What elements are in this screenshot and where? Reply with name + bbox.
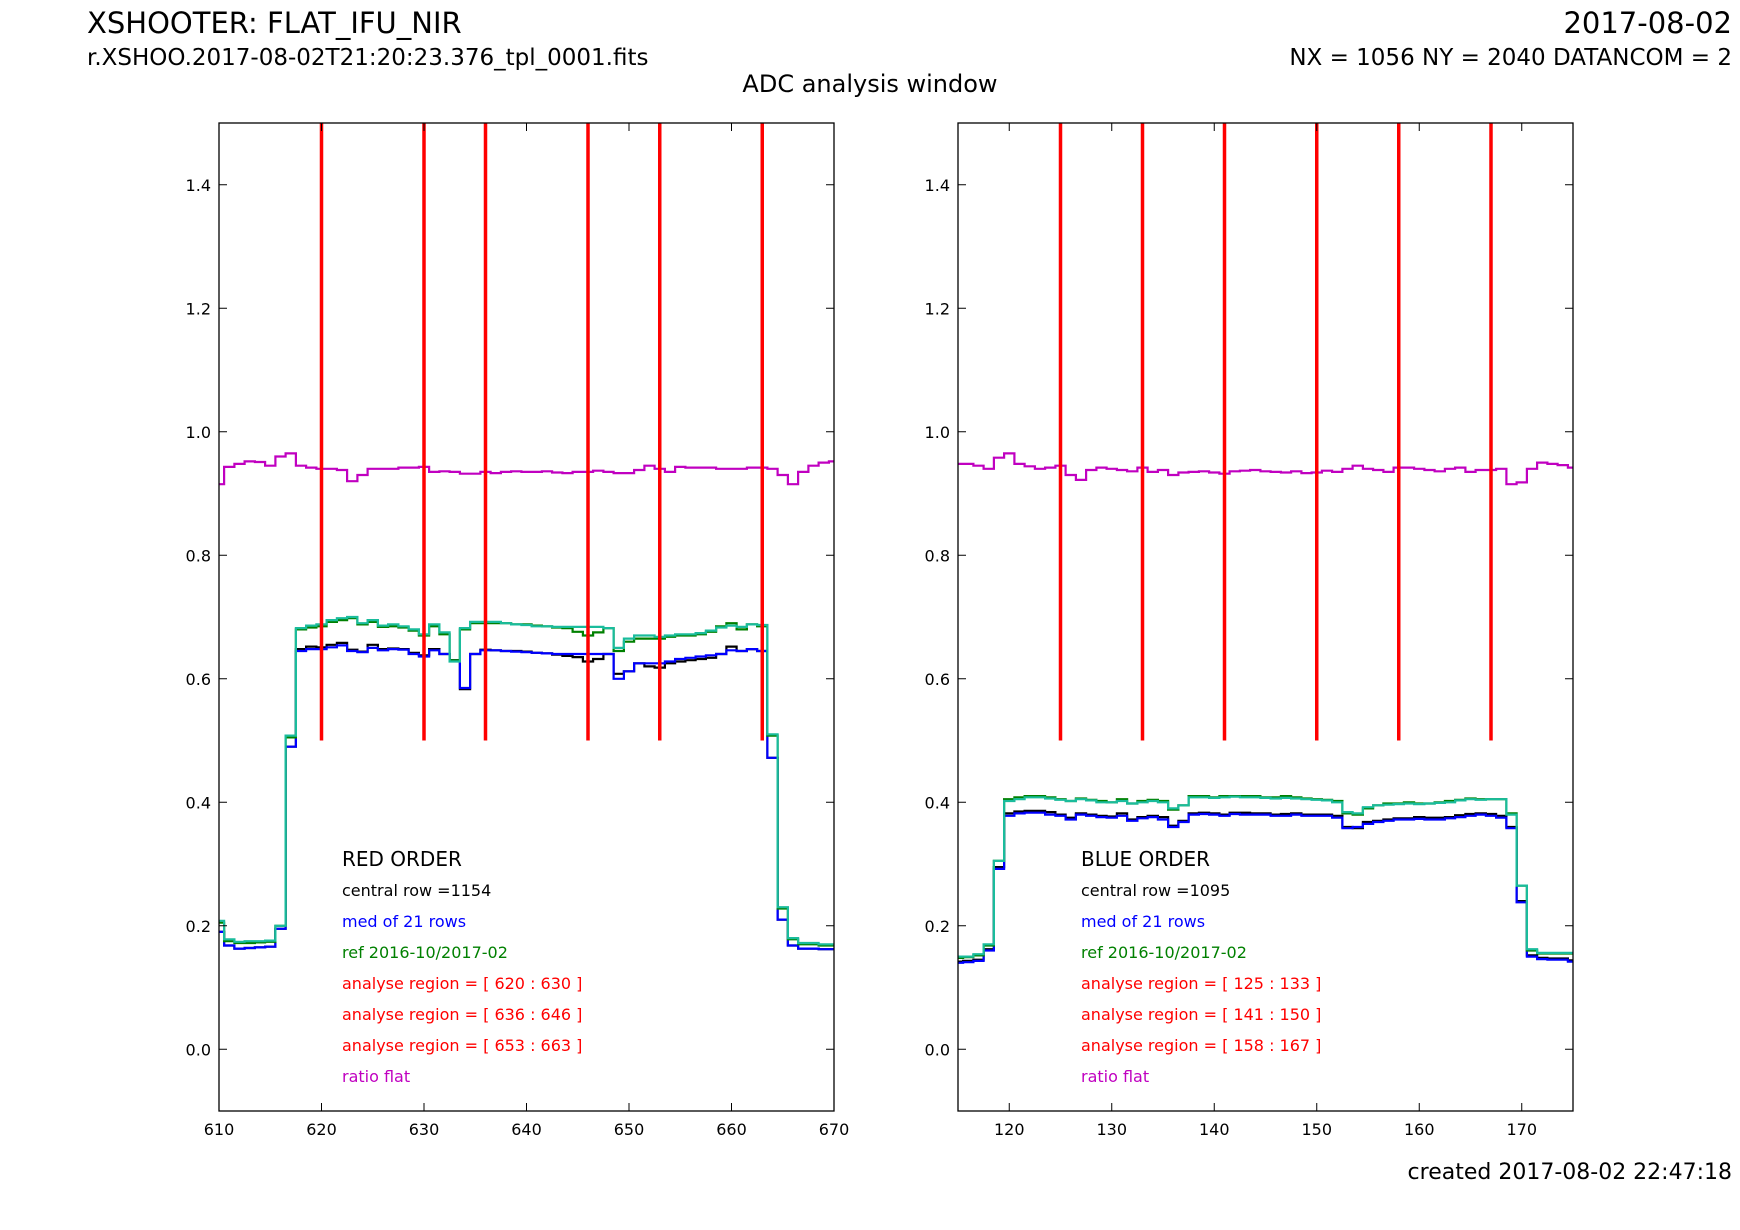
red-order-ytick-label-4: 0.8: [186, 546, 211, 565]
blue-order-xtick-label-2: 140: [1199, 1120, 1230, 1139]
red-order-legend-line-6: ratio flat: [342, 1067, 410, 1086]
red-order-legend-line-5: analyse region = [ 653 : 663 ]: [342, 1036, 582, 1055]
red-order-ytick-label-1: 0.2: [186, 917, 211, 936]
red-order-ytick-label-3: 0.6: [186, 670, 211, 689]
red-order-axes-frame: [218, 122, 835, 1112]
blue-order-series-1: [958, 811, 1573, 964]
blue-order-plot-area: [958, 123, 1573, 964]
blue-order-ytick-label-7: 1.4: [925, 176, 950, 195]
blue-order-xtick-label-3: 150: [1301, 1120, 1332, 1139]
blue-order-panel: 120 130 140 150 160 170 0.0 0.2 0.4 0.6 0.8 1.0 1.2 1…: [925, 122, 1574, 1139]
blue-order-legend-line-3: analyse region = [ 125 : 133 ]: [1081, 974, 1321, 993]
blue-order-ytick-label-2: 0.4: [925, 793, 950, 812]
red-order-xtick-label-6: 670: [819, 1120, 850, 1139]
blue-order-series-3: [958, 795, 1573, 958]
red-order-plot-area: [219, 123, 834, 951]
chart-subtitle: ADC analysis window: [742, 70, 998, 98]
page-title: XSHOOTER: FLAT_IFU_NIR: [87, 6, 462, 40]
red-order-xtick-label-4: 650: [614, 1120, 645, 1139]
red-order-series-2: [219, 617, 834, 947]
blue-order-xtick-label-0: 120: [994, 1120, 1025, 1139]
red-order-ytick-label-7: 1.4: [186, 176, 211, 195]
blue-order-ytick-label-4: 0.8: [925, 546, 950, 565]
blue-order-xtick-label-1: 130: [1096, 1120, 1127, 1139]
red-order-legend-line-2: ref 2016-10/2017-02: [342, 943, 508, 962]
blue-order-ytick-label-3: 0.6: [925, 670, 950, 689]
red-order-series-0: [219, 641, 834, 951]
file-name: r.XSHOO.2017-08-02T21:20:23.376_tpl_0001…: [87, 45, 649, 71]
red-order-xtick-label-3: 640: [511, 1120, 542, 1139]
blue-order-legend-line-4: analyse region = [ 141 : 150 ]: [1081, 1005, 1321, 1024]
blue-order-legend-line-2: ref 2016-10/2017-02: [1081, 943, 1247, 962]
blue-order-series-4: [958, 452, 1573, 486]
blue-order-legend-line-6: ratio flat: [1081, 1067, 1149, 1086]
red-order-panel: 610 620 630 640 650 660 670 0.0 0.2 0.4 0.6 0.8 1.0 1…: [186, 122, 850, 1139]
blue-order-xtick-label-4: 160: [1404, 1120, 1435, 1139]
red-order-series-1: [219, 644, 834, 951]
blue-order-ytick-label-5: 1.0: [925, 423, 950, 442]
blue-order-ytick-label-6: 1.2: [925, 299, 950, 318]
red-order-xtick-label-0: 610: [204, 1120, 235, 1139]
red-order-series-4: [219, 452, 834, 486]
date-label: 2017-08-02: [1563, 6, 1732, 40]
red-order-ytick-label-5: 1.0: [186, 423, 211, 442]
blue-order-series-0: [958, 809, 1573, 963]
red-order-legend-line-3: analyse region = [ 620 : 630 ]: [342, 974, 582, 993]
blue-order-legend-line-5: analyse region = [ 158 : 167 ]: [1081, 1036, 1321, 1055]
blue-order-series-2: [958, 795, 1573, 959]
blue-order-ytick-label-1: 0.2: [925, 917, 950, 936]
blue-order-axes-frame: [957, 122, 1574, 1112]
blue-order-legend-line-1: med of 21 rows: [1081, 912, 1205, 931]
red-order-ytick-label-0: 0.0: [186, 1040, 211, 1059]
dimensions-label: NX = 1056 NY = 2040 DATANCOM = 2: [1289, 45, 1732, 71]
red-order-legend-line-1: med of 21 rows: [342, 912, 466, 931]
red-order-ytick-label-2: 0.4: [186, 793, 211, 812]
red-order-xtick-label-5: 660: [716, 1120, 747, 1139]
blue-order-xtick-label-5: 170: [1506, 1120, 1537, 1139]
red-order-legend-title: RED ORDER: [342, 847, 462, 871]
red-order-xtick-label-2: 630: [409, 1120, 440, 1139]
blue-order-legend-title: BLUE ORDER: [1081, 847, 1210, 871]
red-order-ytick-label-6: 1.2: [186, 299, 211, 318]
red-order-legend-line-4: analyse region = [ 636 : 646 ]: [342, 1005, 582, 1024]
red-order-xtick-label-1: 620: [306, 1120, 337, 1139]
blue-order-legend-line-0: central row =1095: [1081, 881, 1230, 900]
blue-order-ytick-label-0: 0.0: [925, 1040, 950, 1059]
created-timestamp: created 2017-08-02 22:47:18: [1407, 1160, 1732, 1185]
red-order-legend-line-0: central row =1154: [342, 881, 491, 900]
red-order-series-3: [219, 615, 834, 946]
